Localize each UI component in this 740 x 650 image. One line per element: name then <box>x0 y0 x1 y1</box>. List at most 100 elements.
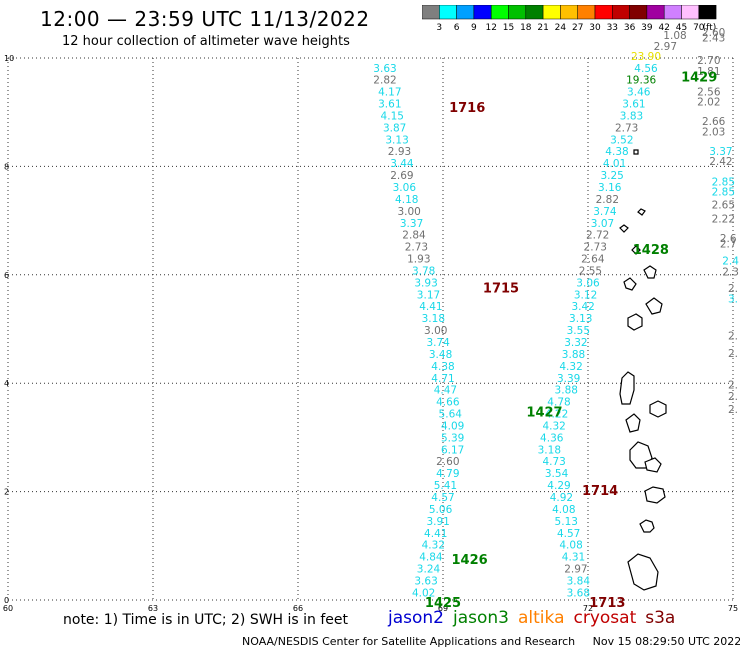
wave-height-label: 4.02 <box>412 587 435 599</box>
wave-height-label: 3.87 <box>383 122 406 134</box>
y-tick-label: 4 <box>4 379 9 388</box>
wave-height-label: 2.64 <box>581 254 605 266</box>
wave-height-label: 3.18 <box>538 444 561 456</box>
wave-height-label: 2. <box>728 391 738 403</box>
wave-height-label: 3.61 <box>622 99 645 111</box>
page-title: 12:00 — 23:59 UTC 11/13/2022 <box>40 7 370 31</box>
x-tick-label: 69 <box>438 604 448 613</box>
footer-credit: NOAA/NESDIS Center for Satellite Applica… <box>242 635 740 648</box>
island-outline <box>633 149 639 155</box>
wave-height-label: 2.42 <box>709 156 732 168</box>
wave-height-label: 2.72 <box>586 230 609 242</box>
wave-height-label: 4.32 <box>559 361 582 373</box>
axis-ticks: 60 63 66 69 72 75 0 2 4 6 8 10 <box>3 54 738 613</box>
wave-height-label: 3.42 <box>571 301 594 313</box>
footer-note: note: 1) Time is in UTC; 2) SWH is in fe… <box>63 612 349 628</box>
wave-height-label: 3.37 <box>709 146 732 158</box>
wave-height-label: 2.60 <box>702 27 725 39</box>
satellite-s3a: s3a <box>645 608 676 628</box>
pass-number-label: 1715 <box>483 281 519 296</box>
satellite-jason3: jason3 <box>453 608 509 628</box>
satellite-cryosat: cryosat <box>573 608 637 628</box>
wave-height-label: 5.64 <box>439 409 463 421</box>
y-tick-label: 10 <box>4 54 14 63</box>
wave-height-label: 3.12 <box>574 289 597 301</box>
island-outline <box>644 457 662 473</box>
pass-number-label: 1714 <box>582 484 618 499</box>
wave-height-label: 2.73 <box>584 242 607 254</box>
wave-height-label: 3.24 <box>417 564 441 576</box>
wave-height-label: 3.93 <box>414 277 437 289</box>
satellite-altika: altika <box>518 608 565 628</box>
wave-height-label: 4.09 <box>441 420 464 432</box>
wave-height-label: 3.88 <box>562 349 585 361</box>
wave-height-label: 3.63 <box>373 63 396 75</box>
wave-height-label: 4.73 <box>542 456 565 468</box>
y-tick-label: 8 <box>4 162 9 171</box>
colorbar-label: 18 <box>520 23 532 33</box>
wave-height-label: 1.81 <box>697 66 720 78</box>
island-outline <box>649 400 667 418</box>
wave-height-label: 3.17 <box>417 289 440 301</box>
wave-height-label: 1.93 <box>407 254 430 266</box>
wave-height-label: 3.37 <box>400 218 423 230</box>
wave-height-label: 2.65 <box>712 199 735 211</box>
wave-height-label: 3.07 <box>591 218 614 230</box>
wave-height-label: 3.00 <box>397 206 420 218</box>
wave-height-label: 19.36 <box>626 75 656 87</box>
island-outline <box>627 313 643 331</box>
wave-height-label: 3.74 <box>593 206 617 218</box>
orbit-pass-labels: 1716 1715 1714 1713 1429 1428 1427 1426 1425 <box>425 70 717 611</box>
wave-height-label: 2. <box>728 404 738 416</box>
wave-height-label: 2.3 <box>722 267 739 279</box>
pass-number-label: 1428 <box>633 243 669 258</box>
wave-height-label: 2.85 <box>712 186 735 198</box>
pass-number-label: 1713 <box>589 596 625 611</box>
colorbar-label: 27 <box>572 23 583 33</box>
wave-height-label: 2. <box>728 348 738 360</box>
pass-number-label: 1425 <box>425 596 461 611</box>
wave-height-label: 4.41 <box>424 528 447 540</box>
colorbar-swatch <box>698 5 717 20</box>
wave-height-label: 4.84 <box>419 552 443 564</box>
wave-height-label: 4.15 <box>381 110 404 122</box>
island-outline <box>631 245 641 255</box>
wave-height-label: 4.08 <box>552 504 575 516</box>
colorbar-label: 42 <box>658 23 669 33</box>
wave-height-label: 3.13 <box>569 313 592 325</box>
colorbar-label: 30 <box>589 23 601 33</box>
wave-height-label: 3.00 <box>424 325 447 337</box>
wave-height-label: 2.69 <box>390 170 413 182</box>
wave-height-label: 3.68 <box>567 587 590 599</box>
wave-height-label: 2.55 <box>579 265 602 277</box>
wave-height-label: 3. <box>728 294 738 306</box>
wave-height-label: 4.01 <box>603 158 626 170</box>
pass-number-label: 1427 <box>526 405 562 420</box>
wave-height-label: 4.32 <box>542 420 565 432</box>
wave-height-label: 2.93 <box>388 146 411 158</box>
x-tick-label: 60 <box>3 604 13 613</box>
wave-height-label: 3.46 <box>627 87 651 99</box>
wave-height-label: 2.70 <box>697 55 720 67</box>
wave-height-label: 2.84 <box>402 230 426 242</box>
wave-height-label: 2.97 <box>564 564 587 576</box>
wave-height-label: 2. <box>728 283 738 295</box>
wave-height-label: 2.60 <box>436 456 459 468</box>
wave-height-label: 3.54 <box>545 468 569 480</box>
island-outline <box>643 265 657 279</box>
colorbar-label: 12 <box>485 23 496 33</box>
wave-height-label: 4.29 <box>547 480 570 492</box>
wave-height-label: 2.97 <box>654 41 677 53</box>
wave-height-label: 3.88 <box>555 385 578 397</box>
island-outline <box>637 208 646 216</box>
wave-height-labels: 3.632.824.173.614.153.873.132.933.442.69… <box>373 27 739 599</box>
wave-height-label: 4.17 <box>378 87 401 99</box>
island-outlines <box>619 149 667 591</box>
wave-height-label: 3.84 <box>567 575 591 587</box>
colorbar-label: 33 <box>607 23 618 33</box>
wave-height-label: 4.22 <box>545 409 568 421</box>
wave-height-label: 2.4 <box>722 256 739 268</box>
wave-height-label: 3.39 <box>557 373 580 385</box>
wave-height-label: 3.52 <box>610 134 633 146</box>
wave-height-label: 2.43 <box>702 32 725 44</box>
